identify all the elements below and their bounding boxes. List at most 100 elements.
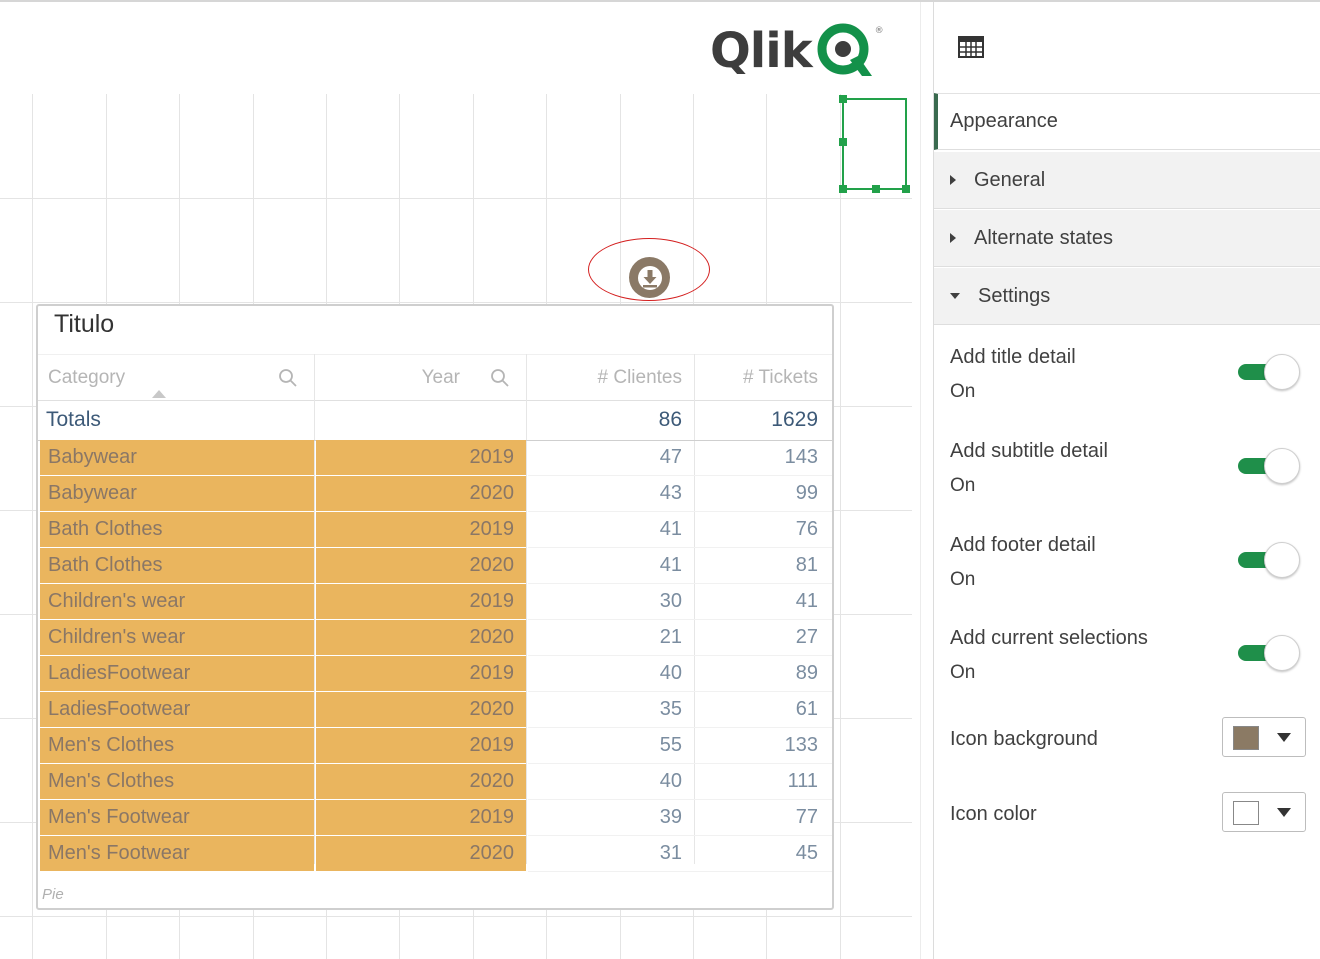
cell-year[interactable]: 2019: [316, 728, 526, 763]
setting-label: Add footer detail: [950, 534, 1096, 556]
search-icon[interactable]: [278, 368, 298, 388]
cell-clientes: 40: [659, 662, 682, 684]
cell-clientes: 47: [659, 446, 682, 468]
cell-category[interactable]: Men's Clothes: [40, 764, 314, 799]
section-settings[interactable]: Settings: [934, 268, 1320, 325]
table-footer: Pie: [42, 886, 64, 903]
row-separator: [528, 475, 832, 476]
table-row[interactable]: Bath Clothes 2019 41 76: [38, 512, 832, 548]
cell-year[interactable]: 2020: [316, 836, 526, 871]
cell-year[interactable]: 2019: [316, 656, 526, 691]
table-row[interactable]: Babywear 2020 43 99: [38, 476, 832, 512]
caret-right-icon: [950, 175, 956, 185]
table-row[interactable]: LadiesFootwear 2020 35 61: [38, 692, 832, 728]
row-separator: [528, 835, 832, 836]
row-separator: [528, 547, 832, 548]
logo-text: Qlik: [710, 23, 813, 79]
top-border: [0, 0, 1320, 2]
cell-clientes: 40: [659, 770, 682, 792]
cell-category[interactable]: Bath Clothes: [40, 512, 314, 547]
section-label: Settings: [978, 284, 1051, 307]
cell-category[interactable]: Children's wear: [40, 584, 314, 619]
tab-appearance[interactable]: Appearance: [934, 93, 1320, 150]
cell-year[interactable]: 2020: [316, 692, 526, 727]
resize-handle[interactable]: [902, 185, 910, 193]
cell-category[interactable]: Men's Footwear: [40, 800, 314, 835]
cell-clientes: 21: [659, 626, 682, 648]
download-button[interactable]: [629, 257, 670, 298]
setting-add-title-detail: Add title detail On: [950, 346, 1310, 403]
cell-category[interactable]: Men's Footwear: [40, 836, 314, 871]
cell-year[interactable]: 2020: [316, 548, 526, 583]
toggle-switch[interactable]: [1238, 635, 1300, 671]
cell-year[interactable]: 2020: [316, 620, 526, 655]
section-label: Alternate states: [974, 226, 1113, 249]
section-alternate-states[interactable]: Alternate states: [934, 210, 1320, 267]
cell-year[interactable]: 2019: [316, 800, 526, 835]
totals-row: Totals 86 1629: [38, 400, 832, 441]
column-divider: [526, 354, 527, 864]
column-header-clientes[interactable]: # Clientes: [528, 355, 694, 400]
cell-year[interactable]: 2019: [316, 440, 526, 475]
column-header-category[interactable]: Category: [38, 355, 314, 400]
toggle-switch[interactable]: [1238, 542, 1300, 578]
column-header-tickets[interactable]: # Tickets: [696, 355, 832, 400]
qlik-q-icon: [817, 23, 872, 76]
section-general[interactable]: General: [934, 152, 1320, 209]
table-row[interactable]: Children's wear 2019 30 41: [38, 584, 832, 620]
qlik-logo: Qlik ®: [710, 20, 884, 82]
cell-category[interactable]: LadiesFootwear: [40, 656, 314, 691]
table-row[interactable]: Bath Clothes 2020 41 81: [38, 548, 832, 584]
resize-handle[interactable]: [872, 185, 880, 193]
table-row[interactable]: Men's Footwear 2019 39 77: [38, 800, 832, 836]
row-separator: [528, 691, 832, 692]
search-icon[interactable]: [490, 368, 510, 388]
cell-tickets: 81: [795, 554, 818, 576]
setting-add-current-selections: Add current selections On: [950, 627, 1310, 684]
table-row[interactable]: Men's Clothes 2020 40 111: [38, 764, 832, 800]
cell-category[interactable]: Children's wear: [40, 620, 314, 655]
caret-right-icon: [950, 233, 956, 243]
selected-empty-object[interactable]: [839, 95, 910, 193]
toggle-switch[interactable]: [1238, 448, 1300, 484]
table-row[interactable]: Children's wear 2020 21 27: [38, 620, 832, 656]
table-body: Babywear 2019 47 143 Babywear 2020 43 99 Bath Cl…: [38, 440, 832, 872]
setting-value: On: [950, 381, 976, 402]
table-row[interactable]: Men's Footwear 2020 31 45: [38, 836, 832, 872]
setting-value: On: [950, 569, 976, 590]
cell-category[interactable]: LadiesFootwear: [40, 692, 314, 727]
setting-add-footer-detail: Add footer detail On: [950, 534, 1310, 591]
icon-color-picker[interactable]: [1222, 792, 1306, 832]
resize-handle[interactable]: [839, 95, 847, 103]
cell-category[interactable]: Men's Clothes: [40, 728, 314, 763]
column-divider: [314, 354, 315, 864]
table-row[interactable]: Men's Clothes 2019 55 133: [38, 728, 832, 764]
resize-handle[interactable]: [839, 138, 847, 146]
cell-category[interactable]: Babywear: [40, 440, 314, 475]
icon-background-color-picker[interactable]: [1222, 717, 1306, 757]
table-row[interactable]: LadiesFootwear 2019 40 89: [38, 656, 832, 692]
column-header-label: # Tickets: [743, 366, 818, 388]
resize-handle[interactable]: [839, 185, 847, 193]
cell-year[interactable]: 2019: [316, 512, 526, 547]
column-header-label: # Clientes: [597, 366, 683, 388]
cell-category[interactable]: Bath Clothes: [40, 548, 314, 583]
color-swatch: [1233, 801, 1259, 825]
cell-tickets: 143: [784, 446, 818, 468]
cell-clientes: 31: [659, 842, 682, 864]
cell-category[interactable]: Babywear: [40, 476, 314, 511]
table-row[interactable]: Babywear 2019 47 143: [38, 440, 832, 476]
column-header-label: Year: [421, 366, 460, 388]
row-separator: [528, 619, 832, 620]
cell-year[interactable]: 2020: [316, 476, 526, 511]
grid-line: [0, 302, 912, 303]
canvas-edge: [920, 2, 921, 959]
toggle-switch[interactable]: [1238, 354, 1300, 390]
table-title: Titulo: [54, 310, 115, 338]
straight-table[interactable]: Titulo Category Year # Clientes # Ticket: [36, 304, 834, 910]
grid-line: [840, 94, 841, 959]
column-header-year[interactable]: Year: [316, 355, 526, 400]
cell-year[interactable]: 2020: [316, 764, 526, 799]
cell-year[interactable]: 2019: [316, 584, 526, 619]
column-divider: [694, 354, 695, 864]
